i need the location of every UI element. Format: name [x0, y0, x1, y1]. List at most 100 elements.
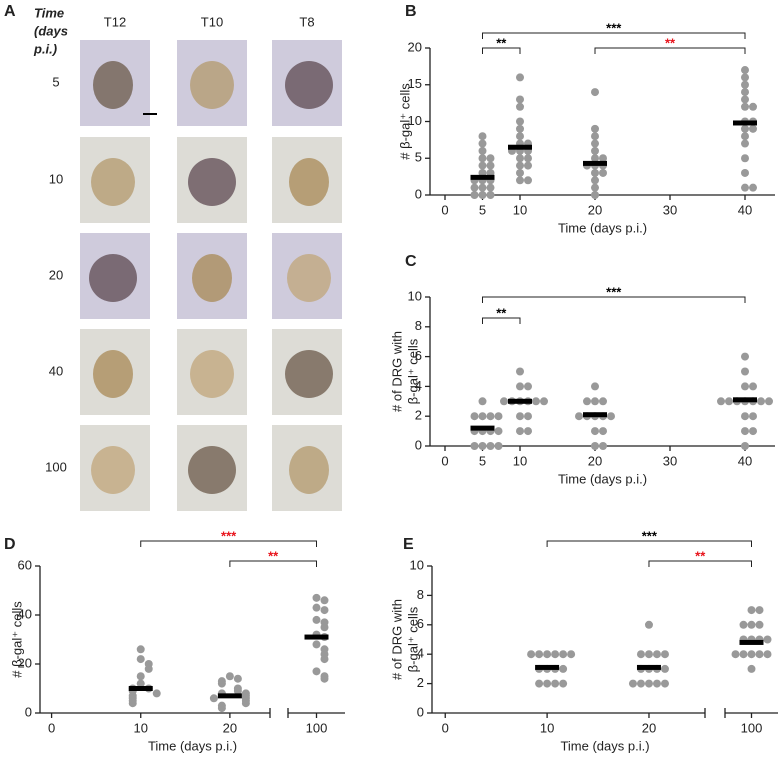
data-point: [486, 442, 495, 450]
data-point: [755, 620, 764, 629]
data-point: [741, 66, 749, 75]
data-point: [575, 412, 583, 421]
significance-bracket: [482, 296, 746, 303]
data-point: [591, 397, 599, 406]
data-point: [747, 620, 756, 629]
tissue-sample: [89, 254, 137, 302]
significance-bracket: [229, 560, 317, 567]
significance-bracket: [482, 317, 521, 324]
data-point: [527, 650, 536, 659]
data-point: [644, 650, 653, 659]
y-tick-label: 20: [408, 39, 422, 54]
data-point: [516, 95, 524, 104]
data-point: [516, 102, 524, 111]
row-label: 5: [52, 74, 59, 89]
x-tick-label: 100: [306, 720, 328, 735]
data-point: [652, 679, 661, 688]
data-point: [741, 412, 749, 421]
y-tick-label: 10: [410, 557, 424, 572]
data-point: [749, 124, 757, 133]
data-point: [312, 615, 321, 624]
tissue-sample: [285, 350, 333, 398]
data-point: [516, 427, 524, 436]
y-tick-label: 40: [18, 606, 32, 621]
data-point: [591, 124, 599, 133]
data-point: [144, 664, 153, 673]
x-tick-label: 20: [588, 202, 602, 217]
y-tick-label: 5: [415, 150, 422, 165]
median-bar: [470, 174, 495, 180]
data-point: [660, 679, 669, 688]
data-point: [516, 161, 524, 170]
x-tick-label: 10: [134, 720, 148, 735]
data-point: [524, 412, 532, 421]
data-point: [320, 674, 329, 683]
data-point: [470, 191, 479, 199]
tissue-sample: [287, 254, 331, 302]
data-point: [591, 88, 599, 97]
x-tick-label: 0: [441, 453, 448, 468]
data-point: [660, 664, 669, 673]
data-point: [741, 88, 749, 97]
row-header: (days: [34, 23, 68, 38]
data-point: [749, 183, 757, 192]
data-point: [494, 427, 503, 436]
data-point: [599, 397, 607, 406]
tissue-sample: [91, 446, 135, 494]
x-tick-label: 0: [441, 202, 448, 217]
data-point: [644, 620, 653, 629]
data-point: [741, 427, 749, 436]
column-header: T12: [104, 14, 126, 29]
y-tick-label: 10: [408, 288, 422, 303]
y-tick-label: 20: [18, 655, 32, 670]
median-bar: [217, 693, 242, 699]
data-point: [591, 183, 599, 192]
data-point: [644, 679, 653, 688]
data-point: [755, 650, 764, 659]
data-point: [741, 80, 749, 89]
x-tick-label: 100: [741, 720, 763, 735]
median-bar: [128, 686, 153, 691]
column-header: T8: [299, 14, 314, 29]
row-header: p.i.): [33, 41, 57, 56]
data-point: [765, 397, 773, 406]
data-point: [516, 176, 524, 185]
tissue-sample: [91, 158, 135, 206]
data-point: [591, 176, 599, 185]
data-point: [741, 442, 749, 450]
panel-letter: C: [405, 253, 417, 270]
data-point: [516, 132, 524, 141]
data-point: [320, 655, 329, 664]
y-tick-label: 2: [417, 675, 424, 690]
y-tick-label: 6: [417, 616, 424, 631]
data-point: [591, 132, 599, 141]
y-tick-label: 2: [415, 408, 422, 423]
data-point: [591, 427, 599, 436]
median-bar: [583, 160, 607, 166]
data-point: [636, 679, 645, 688]
significance-bracket: [648, 560, 752, 567]
data-point: [532, 397, 540, 406]
x-axis-label: Time (days p.i.): [148, 738, 237, 753]
median-bar: [733, 397, 757, 403]
row-header: Time: [34, 5, 64, 20]
data-point: [312, 667, 321, 676]
data-point: [583, 397, 591, 406]
data-point: [516, 382, 524, 391]
tissue-sample: [93, 350, 133, 398]
data-point: [739, 650, 748, 659]
data-point: [755, 606, 764, 615]
data-point: [516, 412, 524, 421]
data-point: [486, 183, 495, 192]
data-point: [543, 650, 552, 659]
median-bar: [583, 412, 607, 418]
row-label: 40: [49, 363, 63, 378]
data-point: [741, 154, 749, 163]
x-tick-label: 10: [540, 720, 554, 735]
data-point: [478, 397, 487, 406]
data-point: [136, 645, 145, 654]
data-point: [152, 689, 161, 698]
data-point: [741, 132, 749, 141]
data-point: [478, 161, 487, 170]
x-tick-label: 40: [738, 202, 752, 217]
